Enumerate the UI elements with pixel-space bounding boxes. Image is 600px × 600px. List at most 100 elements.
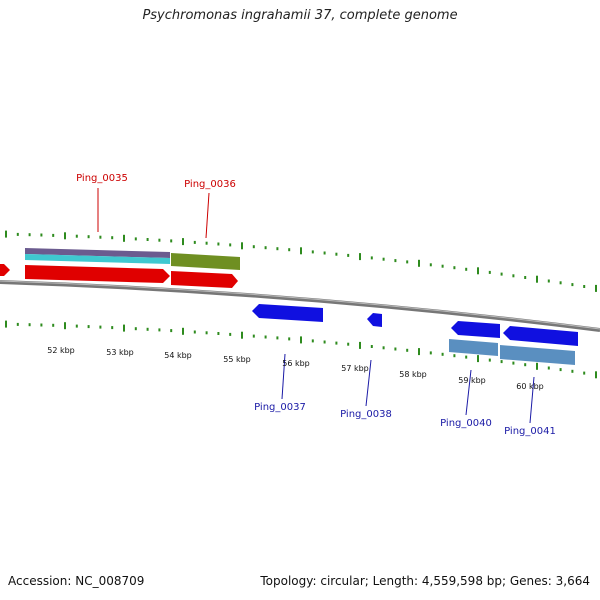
feature-bar-olive[interactable] <box>171 253 240 270</box>
feature-bar-steel-a[interactable] <box>449 339 498 356</box>
upper-tick-dot <box>123 234 125 242</box>
feature-bar-purple[interactable] <box>25 248 170 258</box>
tick-label-53kbp: 53 kbp <box>106 348 134 357</box>
lower-tick-dot <box>158 328 161 332</box>
gene-leader-lines <box>97 188 535 424</box>
upper-tick-dot <box>40 233 43 237</box>
lower-tick-dot <box>217 332 220 335</box>
lower-tick-dot <box>571 369 574 373</box>
minor-tick-dots <box>5 230 597 379</box>
tick-label-52kbp: 52 kbp <box>47 346 75 355</box>
lower-tick-dot <box>441 352 444 356</box>
gene-label-ping-0038[interactable]: Ping_0038 <box>340 409 392 420</box>
upper-tick-dot <box>429 263 432 267</box>
lower-tick-dot <box>512 361 515 365</box>
cds-arrow-ping-0040[interactable] <box>451 321 500 338</box>
genome-title: Psychromonas ingrahamii 37, complete gen… <box>142 8 458 23</box>
lower-tick-dot <box>16 322 19 326</box>
upper-tick-dot <box>170 239 173 243</box>
cds-arrow-ping-0035[interactable] <box>25 265 170 283</box>
lower-tick-dot <box>394 347 397 351</box>
lower-tick-dot <box>182 327 184 335</box>
upper-tick-dot <box>465 267 468 271</box>
upper-tick-dot <box>217 242 220 246</box>
upper-tick-dot <box>571 283 574 287</box>
lower-tick-dot <box>252 334 255 338</box>
lower-tick-dot <box>146 327 149 331</box>
gene-label-ping-0035[interactable]: Ping_0035 <box>76 173 128 184</box>
tick-label-59kbp: 59 kbp <box>458 376 486 385</box>
lower-tick-dot <box>40 323 43 327</box>
upper-tick-dot <box>182 238 184 246</box>
cds-arrow-ping-0041[interactable] <box>503 326 578 346</box>
cds-arrow-ping-0038[interactable] <box>367 313 382 327</box>
lower-tick-dot <box>134 327 137 331</box>
upper-tick-dot <box>158 238 161 242</box>
lower-tick-dot <box>595 371 597 379</box>
lower-tick-dot <box>335 341 338 345</box>
upper-tick-dot <box>323 251 326 255</box>
upper-tick-dot <box>52 233 55 237</box>
accession-text: Accession: NC_008709 <box>8 574 145 588</box>
upper-tick-dot <box>536 275 538 283</box>
lower-tick-dot <box>28 323 31 327</box>
genome-backbone <box>0 280 600 332</box>
cds-arrow-left-edge[interactable] <box>0 264 10 276</box>
lower-tick-dot <box>300 336 302 344</box>
lower-tick-dot <box>524 363 527 367</box>
tick-label-60kbp: 60 kbp <box>516 382 544 391</box>
gene-label-ping-0036[interactable]: Ping_0036 <box>184 179 236 190</box>
lower-tick-dot <box>241 331 243 339</box>
cds-arrow-ping-0037[interactable] <box>252 304 323 322</box>
lower-tick-dot <box>382 346 385 350</box>
lower-tick-dot <box>52 323 55 327</box>
lower-tick-dot <box>347 342 350 346</box>
lower-tick-dot <box>64 322 66 330</box>
upper-tick-dot <box>28 233 31 237</box>
lower-tick-dot <box>453 354 456 358</box>
ruler-tick-labels: 52 kbp 53 kbp 54 kbp 55 kbp 56 kbp 57 kb… <box>47 346 544 391</box>
upper-tick-dot <box>99 235 102 239</box>
upper-tick-dot <box>547 279 550 283</box>
lower-tick-dot <box>170 329 173 333</box>
forward-strand-features <box>0 248 240 288</box>
upper-tick-dot <box>87 235 90 239</box>
lower-tick-dot <box>429 351 432 355</box>
lower-tick-dot <box>311 339 314 343</box>
lower-tick-dot <box>288 337 291 341</box>
upper-tick-dot <box>441 264 444 268</box>
upper-tick-dot <box>595 284 597 292</box>
gene-label-ping-0037[interactable]: Ping_0037 <box>254 402 306 413</box>
upper-tick-dot <box>477 267 479 275</box>
lower-tick-dot <box>99 325 102 329</box>
feature-bar-cyan[interactable] <box>25 254 170 264</box>
upper-tick-dot <box>111 236 114 240</box>
upper-tick-dot <box>264 246 267 250</box>
upper-tick-dot <box>524 276 527 279</box>
lower-tick-dot <box>583 371 586 375</box>
lower-tick-dot <box>559 368 562 372</box>
lower-tick-dot <box>264 335 267 339</box>
gene-label-ping-0041[interactable]: Ping_0041 <box>504 426 556 437</box>
lower-tick-dot <box>418 348 420 356</box>
lower-tick-dot <box>276 336 279 340</box>
cds-arrow-ping-0036[interactable] <box>171 271 238 288</box>
upper-tick-dot <box>134 237 137 241</box>
upper-tick-dot <box>252 245 255 249</box>
upper-tick-dot <box>418 259 420 267</box>
lower-tick-dot <box>205 331 208 335</box>
gene-label-ping-0040[interactable]: Ping_0040 <box>440 418 492 429</box>
upper-tick-dot <box>406 260 409 264</box>
upper-tick-dot <box>75 234 78 238</box>
lower-tick-dot <box>5 320 7 328</box>
upper-tick-dot <box>512 274 515 278</box>
tick-label-55kbp: 55 kbp <box>223 355 251 364</box>
upper-tick-dot <box>500 272 503 276</box>
upper-tick-dot <box>276 247 279 251</box>
lower-tick-dot <box>123 324 125 332</box>
upper-tick-dot <box>146 238 149 241</box>
lower-tick-dot <box>536 362 538 370</box>
feature-bar-steel-b[interactable] <box>500 345 575 365</box>
lower-tick-dot <box>500 360 503 364</box>
